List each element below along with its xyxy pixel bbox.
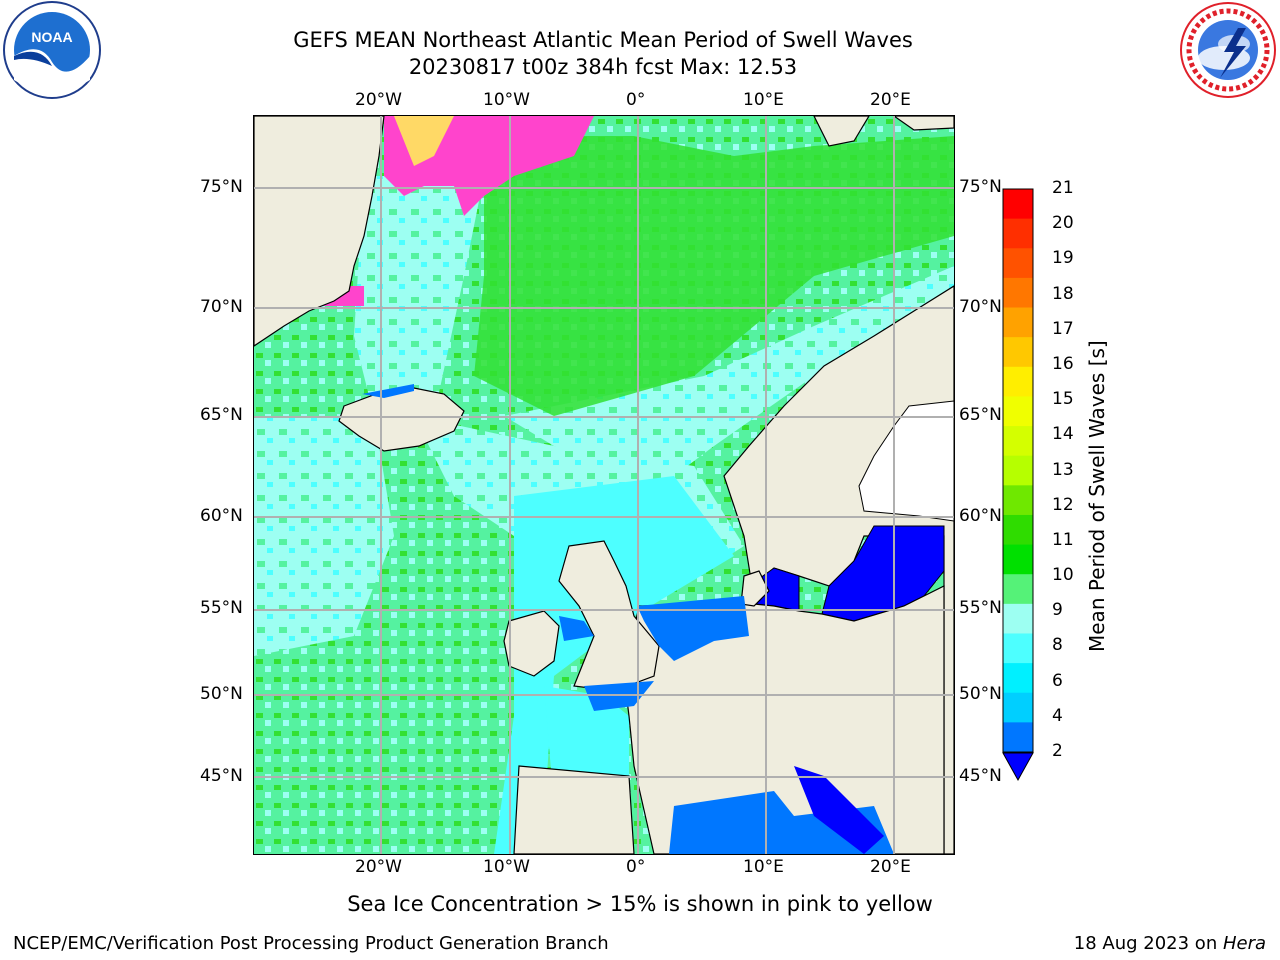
lat-label-right-55n: 55°N [959, 598, 1002, 618]
colorbar-swatch [1003, 485, 1033, 516]
title-line-1: GEFS MEAN Northeast Atlantic Mean Period… [293, 28, 913, 52]
lon-label-top-10e: 10°E [743, 90, 784, 110]
footer-left: NCEP/EMC/Verification Post Processing Pr… [13, 933, 609, 954]
colorbar-tick-label: 18 [1052, 283, 1074, 304]
ocean-cyan-coastal [494, 476, 734, 854]
colorbar-tick-label: 2 [1052, 741, 1063, 761]
lon-label-top-10w: 10°W [483, 90, 530, 110]
colorbar-ticks: 21 20 19 18 17 16 15 14 13 12 11 10 9 8 6 4 2 [1052, 178, 1102, 770]
colorbar-swatch [1003, 218, 1033, 249]
colorbar-swatches [1002, 188, 1034, 753]
nws-logo [1176, 0, 1280, 100]
lat-label-right-60n: 60°N [959, 506, 1002, 526]
colorbar-tick-label: 6 [1052, 670, 1063, 691]
colorbar-swatch [1003, 514, 1033, 546]
gulf-of-bothnia [858, 400, 954, 522]
colorbar-tick-label: 16 [1052, 353, 1074, 374]
colorbar-swatch [1003, 426, 1033, 457]
lon-label-top-0: 0° [626, 90, 646, 110]
noaa-logo-text: NOAA [31, 29, 72, 45]
footer-right: 18 Aug 2023 on Hera [1074, 933, 1266, 954]
land-iberia [513, 765, 635, 854]
colorbar-tick-label: 13 [1052, 459, 1074, 480]
lat-label-right-65n: 65°N [959, 405, 1002, 425]
ocean-cyan-band-north [354, 176, 484, 416]
lat-label-right-45n: 45°N [959, 766, 1002, 786]
colorbar-tick-label: 12 [1052, 494, 1074, 515]
colorbar-swatch [1003, 396, 1033, 427]
colorbar-swatch [1003, 574, 1033, 605]
colorbar-swatch [1003, 663, 1033, 694]
mediterranean-blue [669, 791, 894, 854]
colorbar-tick-label: 9 [1052, 600, 1063, 621]
colorbar-extend-triangle [1002, 752, 1034, 782]
lon-label-bottom-10w: 10°W [483, 857, 530, 877]
lat-label-right-70n: 70°N [959, 297, 1002, 317]
footer-right-host: Hera [1222, 933, 1266, 954]
sea-ice-yellow [394, 116, 454, 166]
colorbar-swatch [1003, 544, 1033, 575]
irish-sea [559, 616, 594, 641]
colorbar-swatch [1003, 189, 1033, 220]
lat-label-left-45n: 45°N [200, 766, 243, 786]
colorbar-tick-label: 14 [1052, 424, 1074, 445]
colorbar-swatch [1003, 455, 1033, 486]
colorbar-tick-label: 19 [1052, 248, 1074, 269]
lat-label-left-60n: 60°N [200, 506, 243, 526]
lon-label-bottom-10e: 10°E [743, 857, 784, 877]
colorbar-swatch [1003, 337, 1033, 368]
iceland-north-blue [362, 384, 414, 398]
sea-ice-note: Sea Ice Concentration > 15% is shown in … [347, 892, 933, 916]
land-ireland [503, 610, 560, 677]
lon-label-bottom-20w: 20°W [355, 857, 402, 877]
lon-label-bottom-20e: 20°E [870, 857, 911, 877]
north-sea-blue [637, 596, 749, 661]
colorbar-label: Mean Period of Swell Waves [s] [1085, 340, 1109, 652]
colorbar-tick-label: 17 [1052, 318, 1074, 339]
ocean-cyan-band-west [254, 416, 394, 656]
graticule [254, 116, 954, 854]
lat-label-left-50n: 50°N [200, 684, 243, 704]
colorbar-tick-label: 15 [1052, 389, 1074, 410]
colorbar-tick-label: 11 [1052, 529, 1074, 550]
colorbar-tick-label: 10 [1052, 565, 1074, 586]
title-line-2: 20230817 t00z 384h fcst Max: 12.53 [408, 55, 798, 79]
lat-label-left-75n: 75°N [200, 177, 243, 197]
land-continental-europe [623, 585, 945, 854]
lat-label-left-70n: 70°N [200, 297, 243, 317]
colorbar-tick-label: 21 [1052, 178, 1074, 198]
lon-label-top-20w: 20°W [355, 90, 402, 110]
colorbar-swatch [1003, 366, 1033, 397]
lat-label-left-55n: 55°N [200, 598, 243, 618]
lon-label-bottom-0: 0° [626, 857, 646, 877]
land-svalbard [813, 116, 870, 147]
adriatic-blue [794, 766, 884, 854]
colorbar-swatch [1003, 307, 1033, 338]
colorbar-border [1002, 188, 1034, 753]
land-svalbard-east [892, 116, 954, 131]
colorbar-swatch [1003, 722, 1033, 753]
ocean-cyan-band-norwegian [504, 266, 954, 476]
ocean-green-north-center [474, 136, 954, 416]
lat-label-left-65n: 65°N [200, 405, 243, 425]
lon-label-top-20e: 20°E [870, 90, 911, 110]
colorbar-tick-label: 20 [1052, 213, 1074, 234]
swell-period-map [253, 115, 955, 855]
colorbar-tick-label: 8 [1052, 635, 1063, 656]
colorbar-swatch [1003, 692, 1033, 723]
lat-label-right-75n: 75°N [959, 177, 1002, 197]
lat-label-right-50n: 50°N [959, 684, 1002, 704]
colorbar-swatch [1003, 277, 1033, 309]
land-greenland [254, 116, 385, 347]
colorbar-swatch [1003, 248, 1033, 279]
colorbar-tick-label: 4 [1052, 705, 1063, 726]
chart-title: GEFS MEAN Northeast Atlantic Mean Period… [0, 27, 1206, 81]
footer-right-date: 18 Aug 2023 on [1073, 933, 1223, 954]
colorbar [1000, 187, 1040, 787]
colorbar-swatch [1003, 603, 1033, 634]
noaa-logo: NOAA [0, 0, 104, 100]
colorbar-swatch [1003, 633, 1033, 664]
